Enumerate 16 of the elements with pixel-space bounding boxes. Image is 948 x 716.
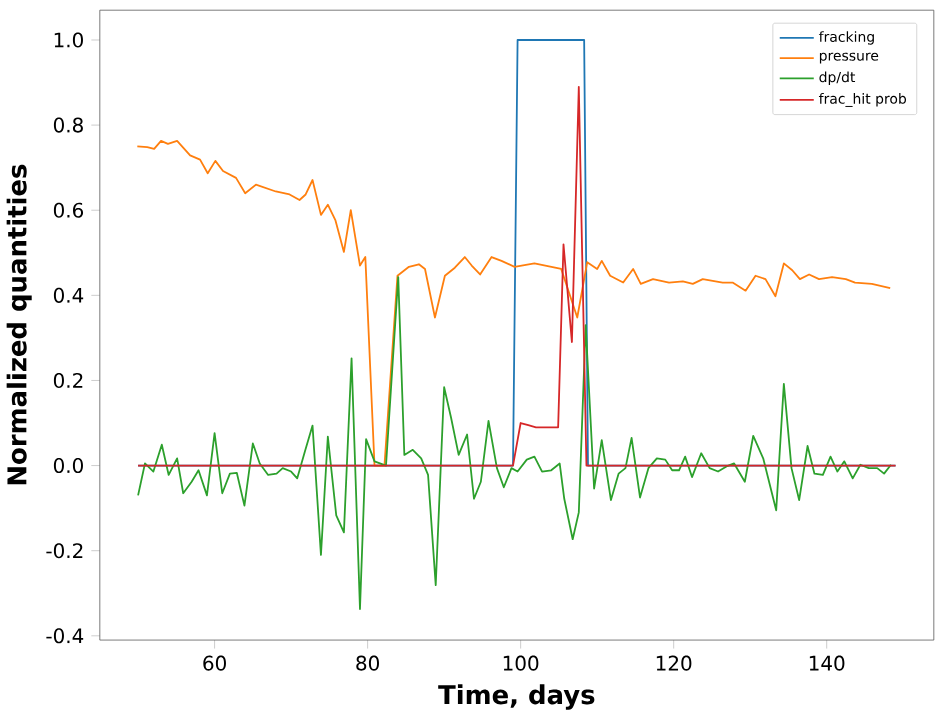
y-tick-label: 0.6 xyxy=(53,202,84,218)
line-series xyxy=(137,276,892,610)
y-tick-label: 0.4 xyxy=(53,287,84,303)
x-tick-label: 100 xyxy=(503,655,539,671)
y-tick-label: 0.2 xyxy=(53,372,83,388)
x-tick-label: 140 xyxy=(809,655,845,671)
y-tick-label: -0.4 xyxy=(46,628,84,644)
x-tick-label: 60 xyxy=(203,655,226,671)
y-axis-title: Normalized quantities xyxy=(6,164,32,485)
y-tick-label: 0.0 xyxy=(53,457,83,473)
x-axis-title: Time, days xyxy=(438,684,595,710)
x-tick-label: 80 xyxy=(356,655,379,671)
y-tick-label: 0.8 xyxy=(53,117,83,133)
y-tick-label: 1.0 xyxy=(54,32,83,48)
x-tick-label: 120 xyxy=(656,655,692,671)
y-tick-label: -0.2 xyxy=(46,543,83,559)
